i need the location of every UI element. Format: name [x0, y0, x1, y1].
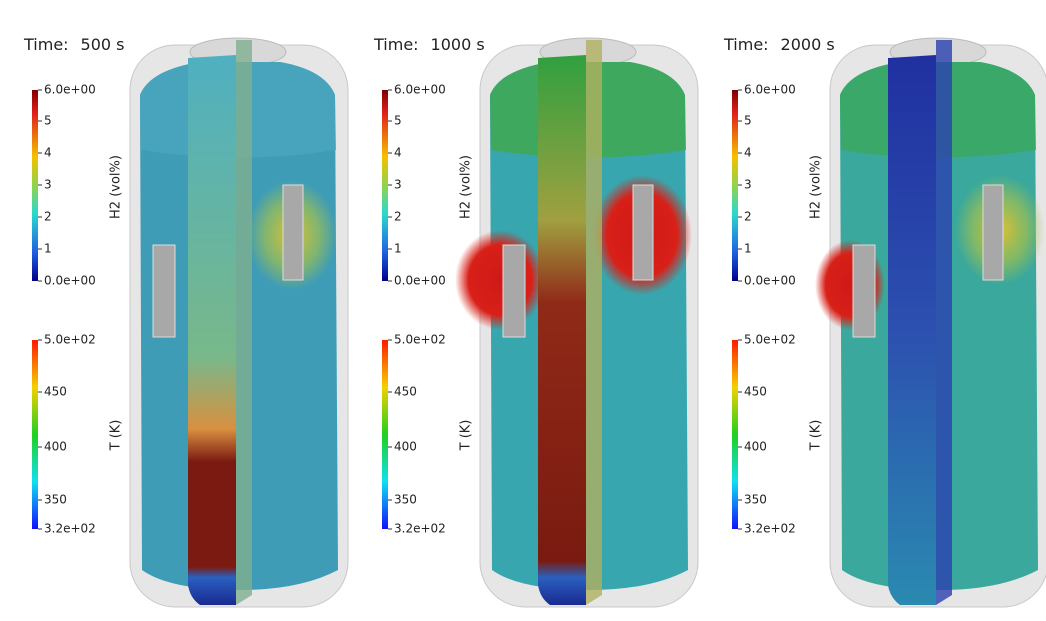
bracket [632, 184, 654, 281]
colorbar-tick-label: 450 [744, 385, 767, 399]
colorbar-tick-label: 400 [44, 440, 67, 454]
colorbar-tick-label: 3 [44, 178, 52, 192]
colorbar-tick-label: 0.0e+00 [44, 274, 96, 288]
colorbar-tick-label: 3.2e+02 [744, 522, 796, 536]
colorbar-tick-label: 6.0e+00 [394, 83, 446, 97]
colorbar-tick-label: 5 [44, 114, 52, 128]
colorbar-title: H2 (vol%) [809, 155, 824, 219]
colorbar-tick-label: 5 [744, 114, 752, 128]
colorbar-tick-label: 450 [394, 385, 417, 399]
colorbar-tick-label: 4 [744, 146, 752, 160]
panel: Time: 500 s 6.0e+00 5 4 3 2 1 0.0e+00 H2 (vol%) 5.… [23, 35, 349, 608]
colorbar-tick-label: 350 [44, 493, 67, 507]
panel: Time: 2000 s 6.0e+00 5 4 3 2 1 0.0e+00 H2 (vol%) 5… [723, 35, 1046, 608]
colorbar-tick-label: 2 [744, 210, 752, 224]
slice-front [188, 55, 236, 605]
panel: Time: 1000 s 6.0e+00 5 4 3 2 1 0.0e+00 H2 (vol%) 5… [373, 35, 699, 608]
bracket [982, 184, 1004, 281]
colorbar-tick-label: 5.0e+02 [744, 333, 796, 347]
colorbar [382, 90, 388, 281]
field-blob [455, 230, 545, 330]
colorbar-title: H2 (vol%) [109, 155, 124, 219]
colorbar-tick-label: 1 [44, 242, 52, 256]
colorbar-tick-label: 3 [394, 178, 402, 192]
colorbar [732, 90, 738, 281]
colorbar-tick-label: 0.0e+00 [394, 274, 446, 288]
colorbar-tick-label: 2 [394, 210, 402, 224]
colorbar-tick-label: 350 [394, 493, 417, 507]
colorbar-tick-label: 3.2e+02 [394, 522, 446, 536]
colorbar-tick-label: 400 [744, 440, 767, 454]
time-value: 1000 s [431, 35, 485, 54]
colorbar-tick-label: 400 [394, 440, 417, 454]
colorbar [732, 340, 738, 529]
colorbar-tick-label: 2 [44, 210, 52, 224]
colorbar-tick-label: 1 [394, 242, 402, 256]
colorbar-tick-label: 5.0e+02 [44, 333, 96, 347]
colorbar-tick-label: 5.0e+02 [394, 333, 446, 347]
colorbar-tick-label: 450 [44, 385, 67, 399]
colorbar-tick-label: 3.2e+02 [44, 522, 96, 536]
time-title: Time: 500 s [23, 35, 125, 54]
bracket [852, 244, 876, 338]
colorbar-tick-label: 0.0e+00 [744, 274, 796, 288]
colorbar-tick-label: 6.0e+00 [744, 83, 796, 97]
colorbar [382, 340, 388, 529]
colorbar-tick-label: 1 [744, 242, 752, 256]
time-label: Time: [373, 35, 419, 54]
colorbar [32, 340, 38, 529]
slice-front [538, 55, 586, 605]
colorbar-title: T (K) [809, 420, 824, 452]
colorbar-tick-label: 4 [44, 146, 52, 160]
colorbar-tick-label: 6.0e+00 [44, 83, 96, 97]
colorbar-title: H2 (vol%) [459, 155, 474, 219]
time-value: 2000 s [781, 35, 835, 54]
slice-front [888, 55, 936, 605]
bracket [502, 244, 526, 338]
time-title: Time: 2000 s [723, 35, 835, 54]
time-label: Time: [23, 35, 69, 54]
time-title: Time: 1000 s [373, 35, 485, 54]
colorbar-title: T (K) [459, 420, 474, 452]
bracket [152, 244, 176, 338]
slice-plane [936, 40, 952, 605]
colorbar [32, 90, 38, 281]
slice-plane [586, 40, 602, 605]
colorbar-tick-label: 5 [394, 114, 402, 128]
time-label: Time: [723, 35, 769, 54]
colorbar-tick-label: 350 [744, 493, 767, 507]
bracket [282, 184, 304, 281]
colorbar-tick-label: 3 [744, 178, 752, 192]
colorbar-tick-label: 4 [394, 146, 402, 160]
slice-plane [236, 40, 252, 605]
colorbar-title: T (K) [109, 420, 124, 452]
time-value: 500 s [81, 35, 125, 54]
